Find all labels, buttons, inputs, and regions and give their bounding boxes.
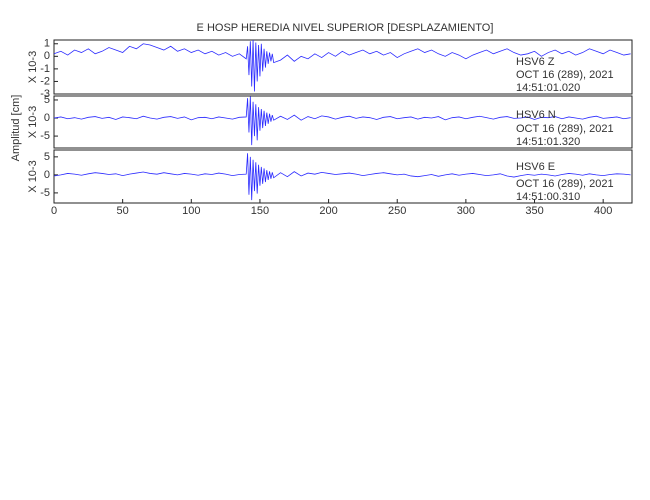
x-tick-label: 50: [117, 205, 129, 217]
y-tick-label: 0: [44, 50, 50, 62]
annotation: 14:51:01.320: [516, 136, 580, 148]
y-tick-label: -5: [40, 187, 50, 199]
x-tick-label: 100: [182, 205, 200, 217]
y-axis-label: Amplitud [cm]: [10, 95, 22, 162]
panel-frame: [53, 39, 633, 95]
y-tick-label: 0: [44, 169, 50, 181]
y-tick-label: -2: [40, 75, 50, 87]
y-tick-label: 5: [44, 151, 50, 163]
panel-frame: [53, 95, 633, 149]
x-tick-label: 250: [388, 205, 406, 217]
y-multiplier: X 10-3: [27, 106, 39, 138]
trace: [53, 96, 631, 146]
x-tick-label: 150: [251, 205, 269, 217]
x-tick-label: 200: [319, 205, 337, 217]
annotation: OCT 16 (289), 2021: [516, 178, 614, 190]
trace: [53, 39, 631, 92]
trace: [53, 153, 631, 201]
chart-title: E HOSP HEREDIA NIVEL SUPERIOR [DESPLAZAM…: [197, 22, 494, 34]
annotation: 14:51:01.020: [516, 82, 580, 94]
y-multiplier: X 10-3: [27, 160, 39, 192]
y-tick-label: 1: [44, 38, 50, 50]
y-tick-label: 5: [44, 94, 50, 106]
annotation: OCT 16 (289), 2021: [516, 69, 614, 81]
y-tick-label: -5: [40, 130, 50, 142]
y-tick-label: 0: [44, 112, 50, 124]
x-tick-label: 350: [525, 205, 543, 217]
annotation: 14:51:00.310: [516, 191, 580, 203]
y-tick-label: -3: [40, 88, 50, 100]
x-tick-label: 0: [51, 205, 57, 217]
annotation: OCT 16 (289), 2021: [516, 123, 614, 135]
y-tick-label: -1: [40, 63, 50, 75]
annotation: HSV6 N: [516, 109, 556, 121]
x-tick-label: 300: [457, 205, 475, 217]
y-multiplier: X 10-3: [27, 51, 39, 83]
panel-frame: [53, 149, 633, 204]
x-tick-label: 400: [594, 205, 612, 217]
annotation: HSV6 E: [516, 161, 555, 173]
annotation: HSV6 Z: [516, 56, 555, 68]
